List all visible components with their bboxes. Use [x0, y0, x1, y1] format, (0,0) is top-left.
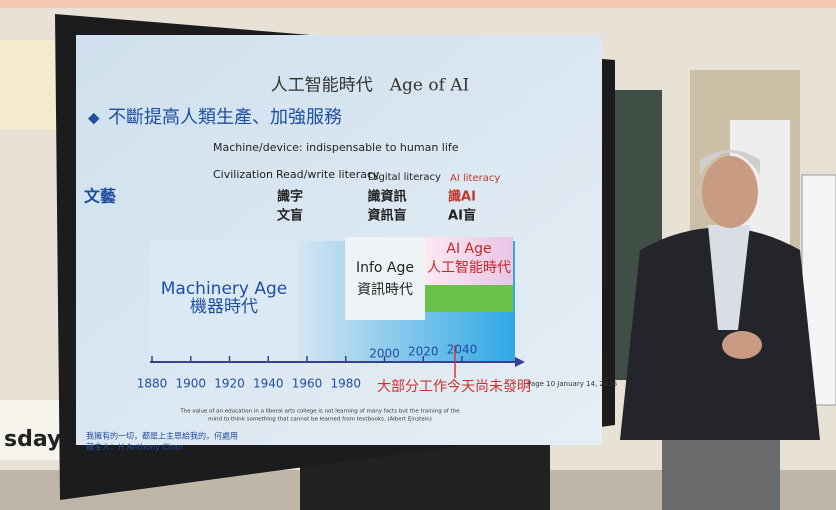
year-label: 1880: [137, 377, 168, 391]
column-label: Civilization: [213, 168, 273, 181]
year-label: 1960: [292, 377, 323, 391]
age-label: 資訊時代: [357, 282, 413, 298]
bullet-text: 不斷提高人類生產、加強服務: [108, 107, 342, 128]
literacy-term: 資訊盲: [367, 208, 406, 224]
age-label: Info Age: [356, 260, 414, 276]
year-label: 2040: [447, 343, 478, 357]
age-box: [425, 285, 513, 312]
year-label: 2020: [408, 345, 439, 359]
age-label: Machinery Age: [161, 279, 288, 299]
age-label: 人工智能時代: [427, 260, 511, 276]
year-label: 1900: [175, 377, 206, 391]
column-label: Read/write literacy: [276, 168, 380, 181]
year-label: 1940: [253, 377, 284, 391]
literacy-term: 文盲: [277, 208, 303, 224]
slide: 人工智能時代 Age of AI: [271, 76, 470, 96]
wall-text: sday: [4, 427, 61, 452]
age-box: [345, 237, 425, 320]
literacy-term: 識AI: [448, 189, 476, 205]
year-label: 1920: [214, 377, 245, 391]
age-label: 機器時代: [190, 297, 258, 317]
note: 大部分工作今天尚未發明: [377, 379, 531, 395]
quote: mind to think something that cannot be l…: [208, 417, 432, 423]
footer: 藉主人：H Anthony Chan: [86, 442, 183, 452]
literacy-term: 識字: [277, 189, 303, 205]
slide-title: 人工智能時代 Age of AI: [271, 76, 470, 96]
photo: sday 人工智能時代 Age of AI ◆ 不斷提高人類生產、加強服務 Ma…: [0, 0, 836, 510]
footer: 我擁有的一切，都是上主恩給我的，何處用: [86, 431, 238, 441]
year-label: 1980: [330, 377, 361, 391]
column-label: AI literacy: [450, 173, 500, 184]
ceiling-edge: [0, 0, 836, 8]
subtitle: Machine/device: indispensable to human l…: [213, 141, 459, 154]
column-label: Digital literacy: [368, 172, 441, 183]
quote: The value of an education in a liberal a…: [179, 409, 460, 415]
year-label: 2000: [369, 347, 400, 361]
literacy-term: 識資訊: [367, 189, 406, 205]
bullet-mark: ◆: [88, 109, 100, 127]
row-label: 文藝: [84, 187, 116, 206]
age-label: AI Age: [446, 241, 491, 257]
literacy-term: AI盲: [448, 208, 476, 224]
page-info: Page 10 January 14, 2025: [527, 380, 617, 388]
wall-poster: [0, 40, 58, 130]
